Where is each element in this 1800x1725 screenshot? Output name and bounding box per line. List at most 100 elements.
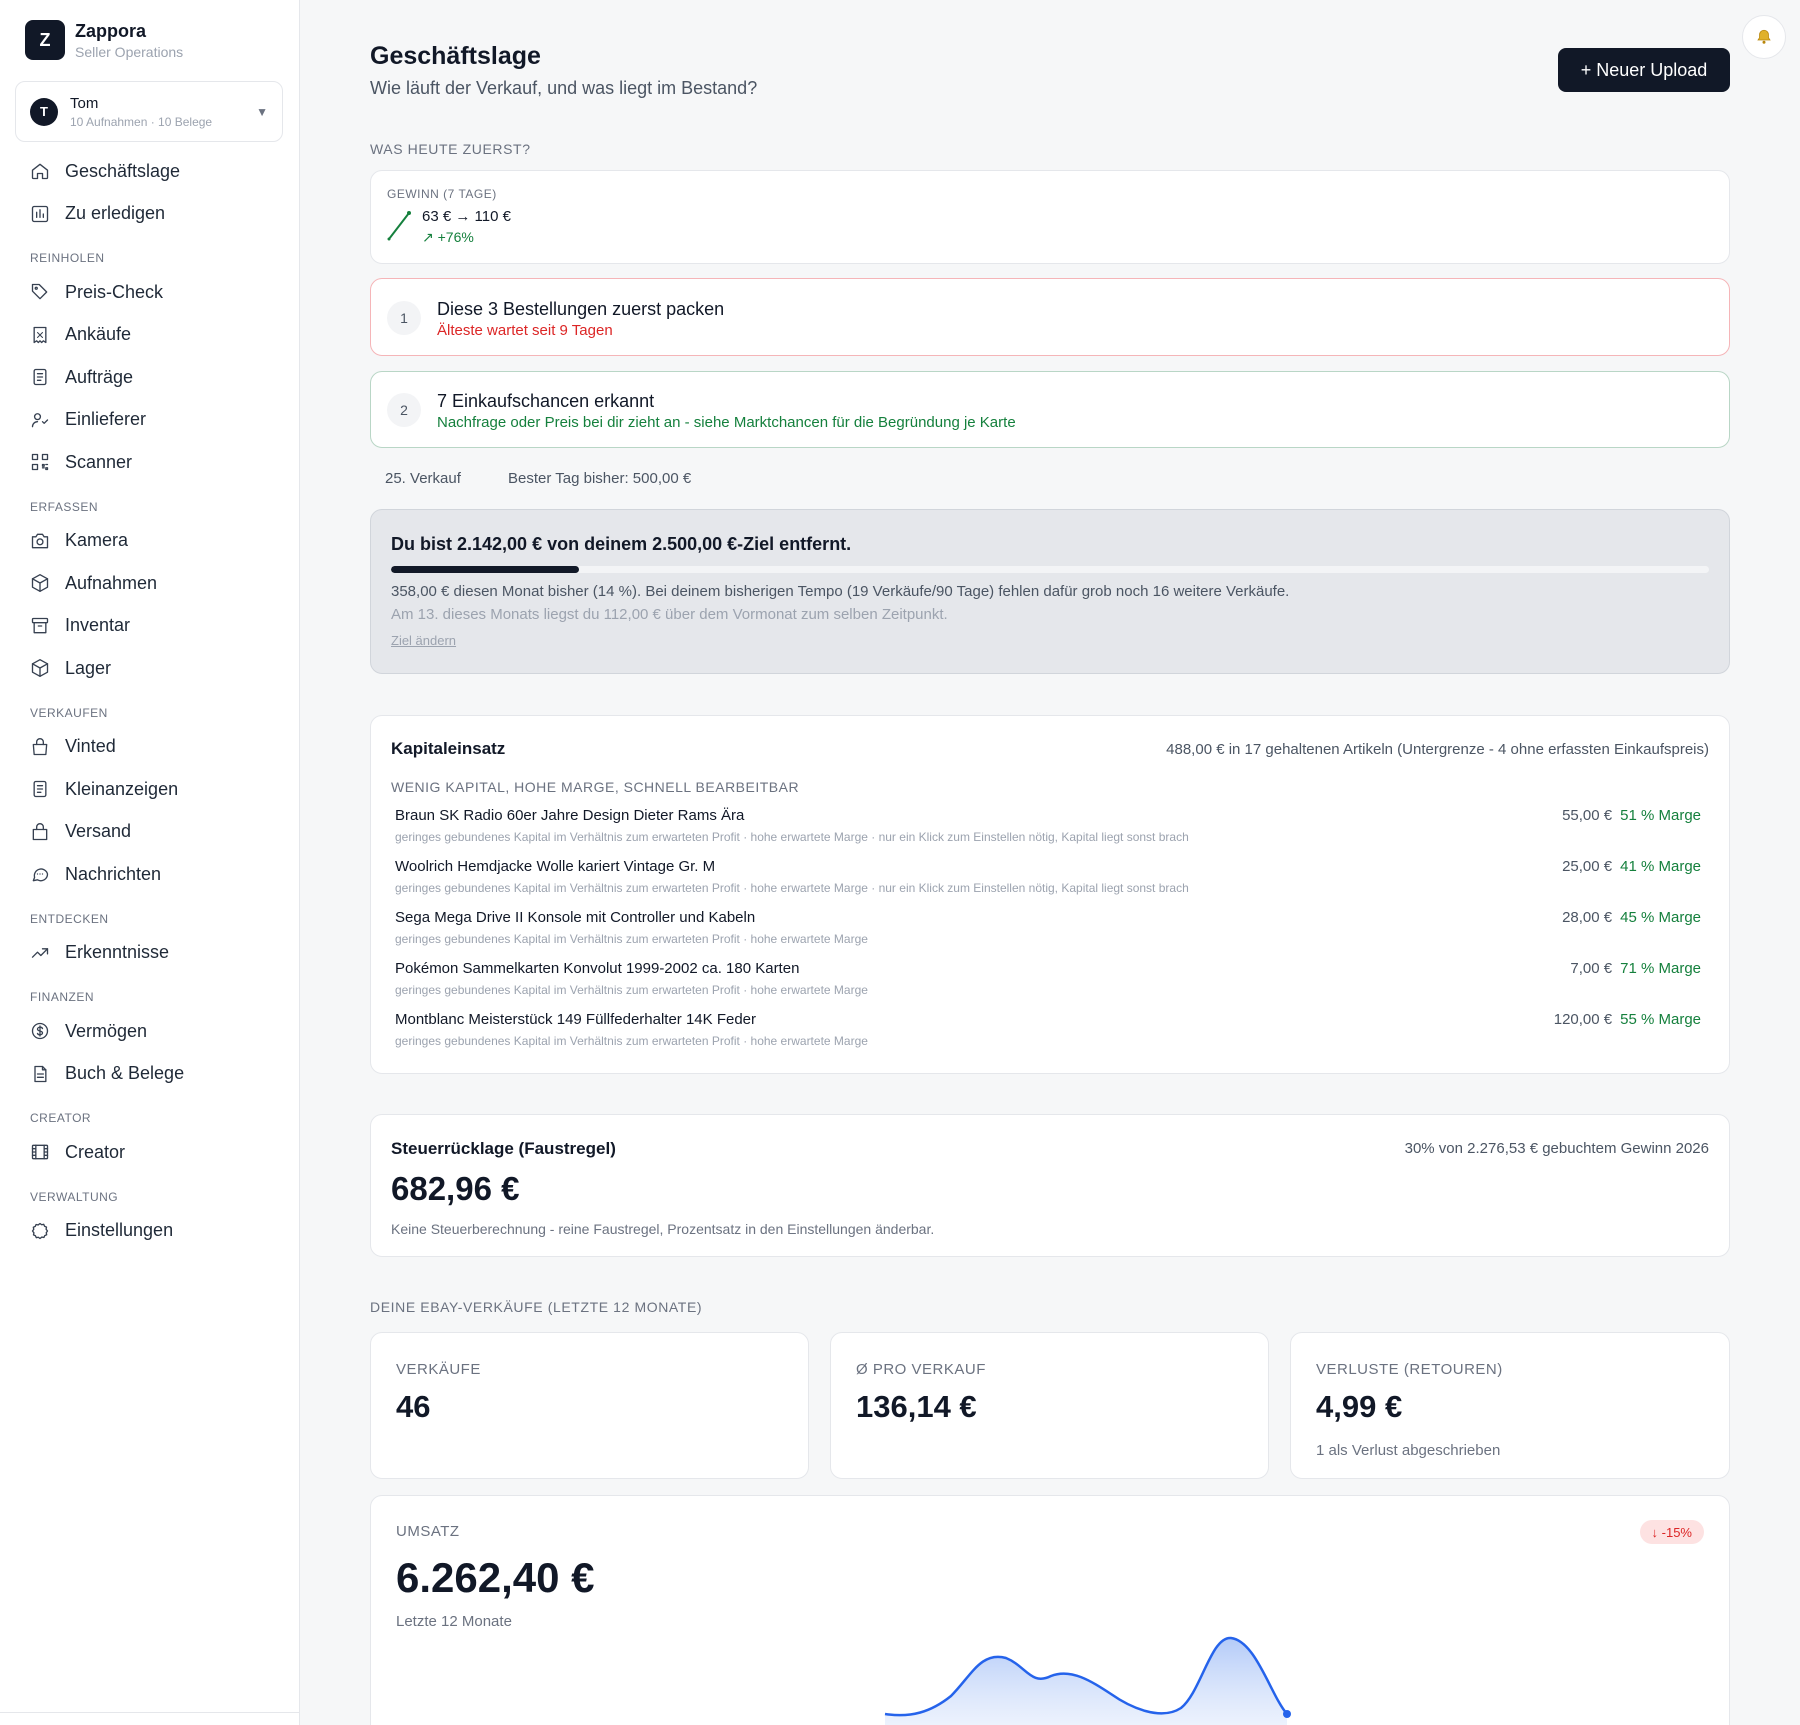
sidebar-item-kamera[interactable]: Kamera	[0, 520, 300, 563]
list-item[interactable]: Woolrich Hemdjacke Wolle kariert Vintage…	[395, 858, 1701, 909]
document-icon	[33, 781, 47, 798]
kpi-card-sales: VERKÄUFE 46	[370, 1332, 809, 1479]
item-margin: 45 % Marge	[1620, 909, 1701, 926]
tax-reserve-card: Steuerrücklage (Faustregel) 30% von 2.27…	[370, 1114, 1730, 1257]
sidebar-item-auftraege[interactable]: Aufträge	[0, 356, 300, 399]
sidebar-item-label: Vinted	[65, 736, 116, 757]
list-item[interactable]: Pokémon Sammelkarten Konvolut 1999-2002 …	[395, 960, 1701, 1011]
task-card-opportunities[interactable]: 2 7 Einkaufschancen erkannt Nachfrage od…	[370, 371, 1730, 448]
list-item[interactable]: Braun SK Radio 60er Jahre Design Dieter …	[395, 807, 1701, 858]
sidebar-item-kleinanzeigen[interactable]: Kleinanzeigen	[0, 768, 300, 811]
notifications-button[interactable]	[1742, 15, 1786, 59]
task-number: 2	[387, 393, 421, 427]
sidebar-item-label: Inventar	[65, 615, 131, 636]
list-item[interactable]: Montblanc Meisterstück 149 Füllfederhalt…	[395, 1011, 1701, 1062]
sidebar-item-label: Versand	[65, 821, 132, 842]
item-name: Montblanc Meisterstück 149 Füllfederhalt…	[395, 1011, 757, 1028]
revenue-period: Letzte 12 Monate	[396, 1613, 512, 1630]
item-price: 120,00 €	[1553, 1011, 1613, 1028]
sidebar-item-label: Ankäufe	[65, 324, 132, 345]
shopping-bag-icon	[32, 737, 48, 755]
tax-reserve-title: Steuerrücklage (Faustregel)	[391, 1139, 616, 1158]
tax-reserve-note: Keine Steuerberechnung - reine Faustrege…	[391, 1221, 935, 1237]
item-price-margin: 25,00 € 41 % Marge	[1562, 858, 1701, 875]
kapital-section-label: WENIG KAPITAL, HOHE MARGE, SCHNELL BEARB…	[391, 779, 800, 795]
film-icon	[31, 1144, 49, 1160]
revenue-chart	[884, 1636, 1291, 1725]
sidebar: Z Zappora Seller Operations T Tom 10 Auf…	[0, 0, 300, 1725]
sidebar-item-aufnahmen[interactable]: Aufnahmen	[0, 562, 300, 605]
nav-section-title: VERWALTUNG	[30, 1189, 119, 1204]
sidebar-item-ankaeufe[interactable]: Ankäufe	[0, 314, 300, 357]
sidebar-item-zu-erledigen[interactable]: Zu erledigen	[0, 193, 300, 236]
task-card-orders[interactable]: 1 Diese 3 Bestellungen zuerst packen Ält…	[370, 278, 1730, 356]
sidebar-item-label: Einlieferer	[65, 409, 147, 430]
sidebar-item-label: Aufträge	[65, 366, 134, 387]
camera-icon	[31, 533, 49, 549]
dollar-circle-icon	[31, 1023, 49, 1040]
sidebar-item-label: Kleinanzeigen	[65, 778, 179, 799]
nav-section-title: REINHOLEN	[30, 251, 105, 265]
kpi-value: 46	[396, 1389, 431, 1424]
sidebar-item-einlieferer[interactable]: Einlieferer	[0, 399, 300, 442]
chevron-down-icon: ▼	[256, 104, 268, 119]
sidebar-item-geschaeftslage[interactable]: Geschäftslage	[0, 150, 300, 193]
sidebar-item-preis-check[interactable]: Preis-Check	[0, 271, 300, 314]
sidebar-item-lager[interactable]: Lager	[0, 647, 300, 690]
users-icon	[31, 412, 49, 428]
item-description: geringes gebundenes Kapital im Verhältni…	[395, 932, 868, 946]
page-title: Geschäftslage	[370, 42, 541, 70]
task-subtitle: Nachfrage oder Preis bei dir zieht an - …	[437, 414, 1016, 431]
nav-section-title: VERKAUFEN	[30, 705, 108, 720]
item-price: 25,00 €	[1562, 858, 1613, 875]
sidebar-item-label: Einstellungen	[65, 1220, 174, 1241]
new-upload-button[interactable]: + Neuer Upload	[1558, 48, 1730, 92]
sidebar-item-scanner[interactable]: Scanner	[0, 441, 300, 484]
sidebar-item-label: Aufnahmen	[65, 572, 158, 593]
gain-card[interactable]: GEWINN (7 TAGE) 63 € → 110 € ↗ +76%	[370, 170, 1730, 264]
user-switcher[interactable]: T Tom 10 Aufnahmen · 10 Belege ▼	[15, 81, 283, 142]
receipt-icon	[33, 326, 47, 343]
brand-name: Zappora	[75, 20, 147, 41]
goal-text-month: 358,00 € diesen Monat bisher (14 %). Bei…	[391, 583, 1290, 600]
nav-section-title: FINANZEN	[30, 990, 94, 1004]
item-description: geringes gebundenes Kapital im Verhältni…	[395, 983, 868, 997]
sidebar-divider	[0, 1712, 300, 1713]
goal-text-compare: Am 13. dieses Monats liegst du 112,00 € …	[391, 606, 948, 623]
section-label-today: WAS HEUTE ZUERST?	[370, 141, 531, 157]
clipboard-icon	[33, 369, 47, 386]
item-price: 55,00 €	[1562, 807, 1613, 824]
sidebar-item-nachrichten[interactable]: Nachrichten	[0, 853, 300, 896]
tag-icon	[31, 284, 48, 300]
item-price-margin: 55,00 € 51 % Marge	[1562, 807, 1701, 824]
sidebar-item-label: Zu erledigen	[65, 203, 166, 224]
lock-bag-icon	[32, 822, 48, 840]
item-margin: 71 % Marge	[1620, 960, 1701, 977]
item-name: Woolrich Hemdjacke Wolle kariert Vintage…	[395, 858, 716, 875]
task-subtitle: Älteste wartet seit 9 Tagen	[437, 322, 613, 339]
task-number: 1	[387, 301, 421, 335]
archive-icon	[31, 617, 49, 634]
best-day: Bester Tag bisher: 500,00 €	[508, 470, 692, 487]
sidebar-item-vermoegen[interactable]: Vermögen	[0, 1010, 300, 1053]
gear-icon	[31, 1222, 49, 1239]
sidebar-item-buch-belege[interactable]: Buch & Belege	[0, 1053, 300, 1096]
sidebar-item-label: Scanner	[65, 451, 133, 472]
item-price-margin: 7,00 € 71 % Marge	[1570, 960, 1701, 977]
item-margin: 41 % Marge	[1620, 858, 1701, 875]
sidebar-item-einstellungen[interactable]: Einstellungen	[0, 1210, 300, 1253]
sidebar-item-creator[interactable]: Creator	[0, 1131, 300, 1174]
kpi-value: 136,14 €	[856, 1389, 977, 1424]
item-price: 28,00 €	[1562, 909, 1613, 926]
page-subtitle: Wie läuft der Verkauf, und was liegt im …	[370, 78, 758, 98]
list-item[interactable]: Sega Mega Drive II Konsole mit Controlle…	[395, 909, 1701, 960]
sidebar-item-inventar[interactable]: Inventar	[0, 605, 300, 648]
sidebar-item-label: Lager	[65, 657, 112, 678]
change-goal-link[interactable]: Ziel ändern	[391, 633, 457, 648]
kpi-label: Ø PRO VERKAUF	[856, 1361, 986, 1378]
sidebar-item-vinted[interactable]: Vinted	[0, 726, 300, 769]
package-icon	[31, 659, 49, 678]
sidebar-item-erkenntnisse[interactable]: Erkenntnisse	[0, 932, 300, 975]
sidebar-item-versand[interactable]: Versand	[0, 811, 300, 854]
brand[interactable]: Z Zappora Seller Operations	[25, 20, 183, 60]
